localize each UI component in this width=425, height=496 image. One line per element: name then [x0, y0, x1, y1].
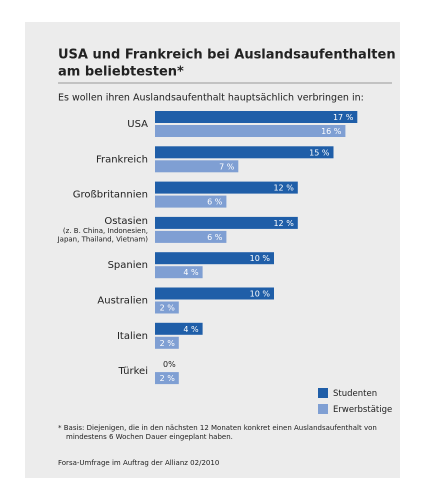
bar [155, 230, 227, 243]
chart-title: am beliebtesten* [58, 65, 184, 80]
value-label: 6 % [207, 198, 223, 207]
value-label: 15 % [309, 148, 330, 157]
panel [25, 22, 400, 478]
footnote: * Basis: Diejenigen, die in den nächsten… [58, 424, 377, 432]
chart-title: USA und Frankreich bei Auslandsaufenthal… [58, 48, 396, 63]
legend-swatch [318, 388, 328, 398]
value-label: 4 % [183, 325, 199, 334]
bar [155, 125, 346, 137]
bar [155, 301, 179, 314]
category-label: Türkei [117, 366, 148, 377]
category-note: (z. B. China, Indonesien, [63, 227, 148, 235]
category-note: Japan, Thailand, Vietnam) [57, 235, 149, 243]
subtitle: Es wollen ihren Auslandsaufenthalt haupt… [58, 93, 364, 104]
bar [155, 336, 179, 349]
bar [155, 216, 298, 229]
legend-swatch [318, 404, 328, 414]
bar [155, 181, 298, 194]
category-label: Frankreich [96, 154, 148, 165]
category-label: Großbritannien [73, 190, 148, 201]
footnote: mindestens 6 Wochen Dauer eingeplant hab… [66, 433, 233, 441]
value-label: 16 % [321, 127, 342, 136]
source: Forsa-Umfrage im Auftrag der Allianz 02/… [58, 459, 219, 467]
bar [155, 111, 358, 123]
bar [155, 195, 227, 208]
value-label: 2 % [160, 374, 176, 383]
category-label: Ostasien [104, 216, 148, 227]
legend-label: Erwerbstätige [333, 405, 392, 415]
value-label: 10 % [250, 254, 271, 263]
bar [155, 322, 203, 335]
value-label: 2 % [160, 339, 176, 348]
value-label: 6 % [207, 233, 223, 242]
legend-label: Studenten [333, 389, 377, 399]
category-label: Spanien [108, 260, 148, 271]
bar [155, 160, 239, 173]
value-label: 12 % [273, 184, 294, 193]
value-label: 12 % [273, 219, 294, 228]
bar [155, 266, 203, 279]
value-label: 0% [163, 360, 176, 369]
bar [155, 146, 334, 159]
bar [155, 287, 274, 300]
category-label: Italien [117, 331, 148, 342]
value-label: 17 % [333, 113, 354, 122]
bar [155, 252, 274, 265]
category-label: Australien [97, 296, 148, 307]
value-label: 4 % [183, 268, 199, 277]
value-label: 7 % [219, 162, 235, 171]
category-label: USA [127, 119, 148, 130]
value-label: 2 % [160, 304, 176, 313]
value-label: 10 % [250, 290, 271, 299]
bar [155, 372, 179, 385]
